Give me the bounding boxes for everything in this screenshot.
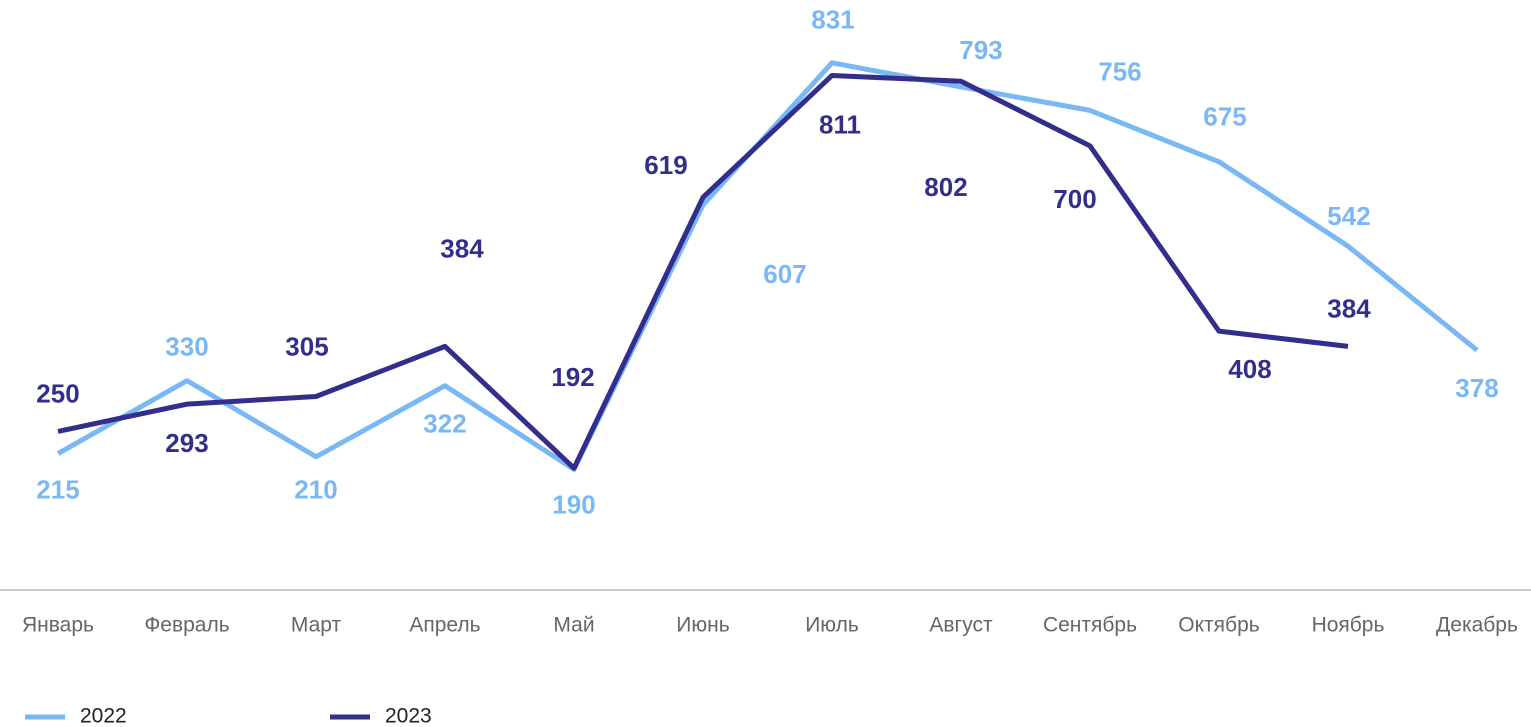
- data-label: 756: [1098, 56, 1141, 86]
- x-tick-label: Апрель: [409, 614, 480, 637]
- data-label: 607: [763, 259, 806, 289]
- data-label: 322: [423, 409, 466, 439]
- x-tick-label: Май: [553, 614, 594, 637]
- data-label: 293: [165, 428, 208, 458]
- x-tick-label: Июль: [805, 614, 859, 637]
- data-label: 408: [1228, 354, 1271, 384]
- data-label: 619: [644, 150, 687, 180]
- data-label: 384: [1327, 293, 1371, 323]
- data-label: 210: [294, 475, 337, 505]
- data-label: 378: [1455, 373, 1498, 403]
- data-label: 831: [811, 5, 854, 35]
- x-tick-label: Январь: [22, 614, 94, 637]
- data-label: 192: [551, 362, 594, 392]
- x-tick-label: Ноябрь: [1312, 614, 1385, 637]
- data-label: 542: [1327, 201, 1370, 231]
- data-label: 811: [819, 109, 861, 139]
- data-label: 384: [440, 233, 484, 263]
- x-tick-label: Октябрь: [1178, 614, 1259, 637]
- x-tick-label: Март: [291, 614, 342, 637]
- data-label: 305: [285, 331, 328, 361]
- data-label: 675: [1203, 102, 1246, 132]
- data-label: 330: [165, 332, 208, 362]
- data-label: 793: [959, 35, 1002, 65]
- x-tick-label: Август: [929, 614, 993, 637]
- legend-label: 2022: [80, 705, 127, 727]
- x-tick-label: Февраль: [144, 614, 229, 637]
- x-tick-label: Сентябрь: [1043, 614, 1137, 637]
- x-tick-label: Июнь: [676, 614, 729, 637]
- x-tick-label: Декабрь: [1436, 614, 1518, 637]
- data-label: 802: [924, 172, 967, 202]
- data-label: 250: [36, 378, 79, 408]
- data-label: 700: [1053, 184, 1096, 214]
- data-label: 190: [552, 489, 595, 519]
- legend-label: 2023: [385, 705, 432, 727]
- data-label: 215: [36, 474, 79, 504]
- series-line: [57, 72, 1349, 471]
